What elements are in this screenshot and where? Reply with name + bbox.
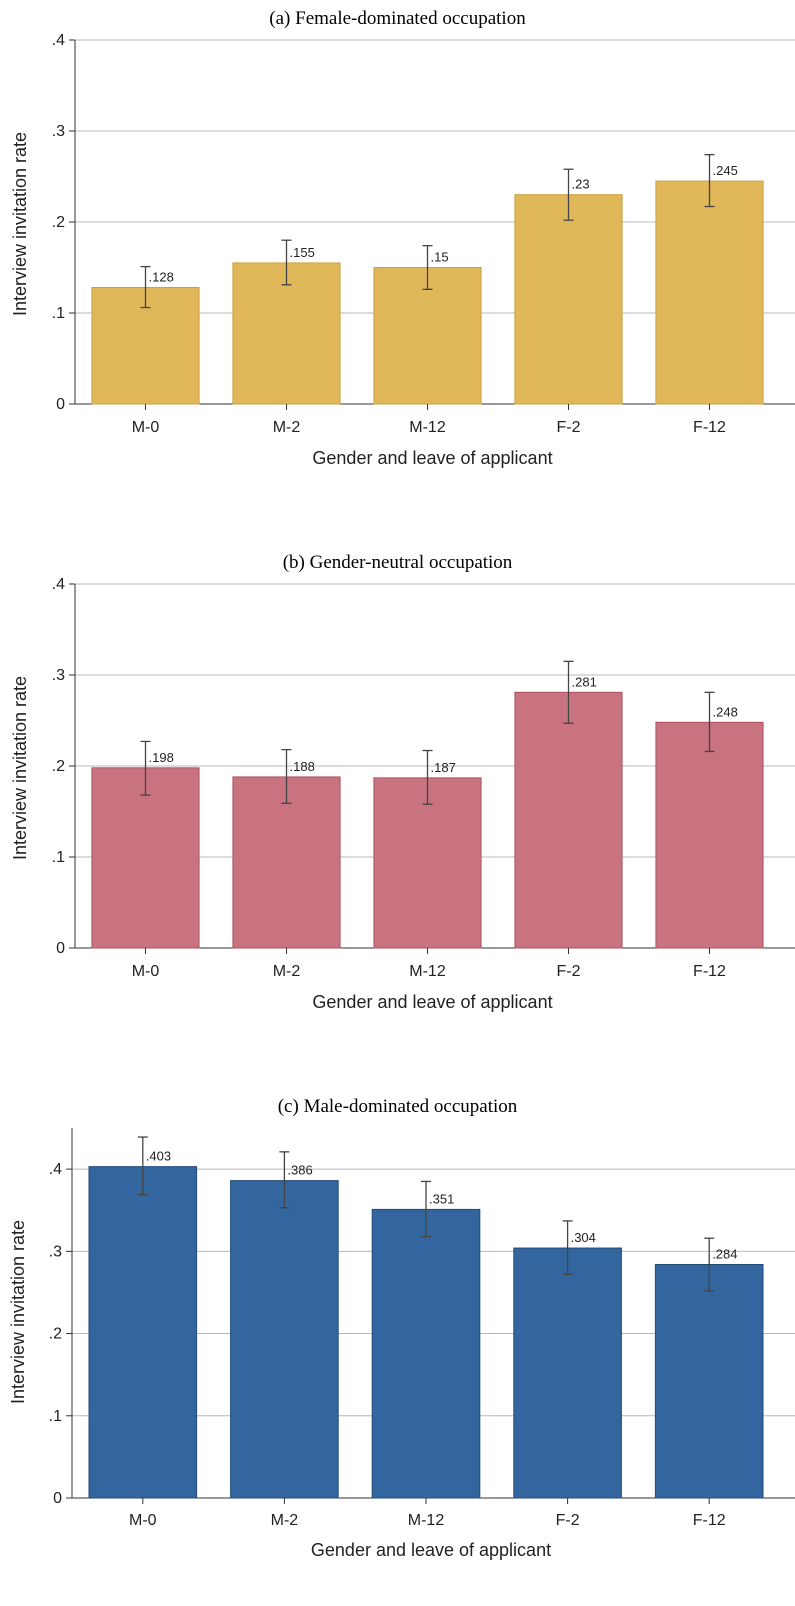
x-axis-title: Gender and leave of applicant [312, 992, 552, 1012]
data-label: .23 [572, 177, 590, 192]
data-label: .198 [149, 750, 174, 765]
x-tick-label: F-2 [557, 419, 581, 436]
data-label: .248 [713, 704, 738, 719]
x-tick-label: M-2 [273, 419, 301, 436]
x-tick-label: F-12 [693, 1512, 726, 1529]
bar [88, 1166, 198, 1499]
bar [232, 776, 341, 949]
y-tick-label: .3 [52, 667, 65, 684]
bar [514, 194, 623, 405]
y-tick-label: .1 [49, 1408, 62, 1425]
bar [655, 721, 764, 949]
chart-title: (a) Female-dominated occupation [269, 8, 526, 29]
x-axis-title: Gender and leave of applicant [311, 1540, 551, 1560]
x-tick-label: M-0 [132, 419, 160, 436]
y-tick-label: .4 [52, 32, 65, 49]
data-label: .284 [712, 1246, 737, 1261]
x-tick-label: M-0 [129, 1512, 157, 1529]
bar [513, 1247, 622, 1499]
data-label: .15 [431, 250, 449, 265]
x-tick-label: F-12 [693, 419, 726, 436]
bar-chart: 0 .1 .2 .3 .4 .198 M-0 .188 M-2 .187 M-12 .281 F-2 .2… [10, 576, 795, 1012]
y-tick-label: .2 [52, 214, 65, 231]
y-tick-label: .3 [52, 123, 65, 140]
x-tick-label: M-0 [132, 963, 160, 980]
x-tick-label: M-12 [408, 1512, 445, 1529]
data-label: .281 [572, 674, 597, 689]
data-label: .128 [149, 270, 174, 285]
x-tick-label: M-12 [409, 963, 446, 980]
data-label: .188 [290, 759, 315, 774]
bar [655, 180, 764, 405]
y-tick-label: .3 [49, 1243, 62, 1260]
bar [654, 1263, 764, 1499]
y-tick-label: .4 [52, 576, 65, 593]
y-tick-label: 0 [53, 1490, 62, 1507]
bar-chart: 0 .1 .2 .3 .4 .128 M-0 .155 M-2 .15 M-12 .23 F-2 .245… [10, 32, 795, 468]
x-tick-label: M-12 [409, 419, 446, 436]
bar [230, 1180, 339, 1499]
y-axis-title: Interview invitation rate [10, 132, 30, 316]
x-tick-label: F-2 [557, 963, 581, 980]
bar [91, 767, 200, 949]
data-label: .304 [571, 1230, 596, 1245]
y-tick-label: .4 [49, 1161, 62, 1178]
y-tick-label: .2 [52, 758, 65, 775]
bar [514, 691, 623, 949]
bar [232, 262, 341, 405]
x-tick-label: F-2 [556, 1512, 580, 1529]
data-label: .187 [431, 760, 456, 775]
x-tick-label: F-12 [693, 963, 726, 980]
data-label: .351 [429, 1191, 454, 1206]
x-tick-label: M-2 [271, 1512, 299, 1529]
y-tick-label: 0 [56, 940, 65, 957]
y-tick-label: .2 [49, 1326, 62, 1343]
y-tick-label: .1 [52, 849, 65, 866]
x-tick-label: M-2 [273, 963, 301, 980]
y-tick-label: .1 [52, 305, 65, 322]
data-label: .155 [290, 245, 315, 260]
chart-title: (c) Male-dominated occupation [277, 1096, 518, 1117]
x-axis-title: Gender and leave of applicant [312, 448, 552, 468]
y-axis-title: Interview invitation rate [10, 676, 30, 860]
y-axis-title: Interview invitation rate [8, 1220, 28, 1404]
data-label: .386 [287, 1163, 312, 1178]
data-label: .245 [713, 163, 738, 178]
data-label: .403 [146, 1149, 171, 1164]
bar [373, 777, 482, 949]
bar [371, 1208, 481, 1499]
bar-chart: 0 .1 .2 .3 .4 .403 M-0 .386 M-2 .351 M-12 .304 F-2 .2… [8, 1128, 795, 1560]
chart-title: (b) Gender-neutral occupation [282, 552, 513, 573]
y-tick-label: 0 [56, 396, 65, 413]
